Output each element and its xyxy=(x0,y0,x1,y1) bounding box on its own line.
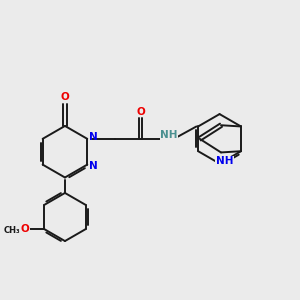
Text: NH: NH xyxy=(216,156,233,166)
Text: NH: NH xyxy=(160,130,178,140)
Text: N: N xyxy=(89,132,98,142)
Text: O: O xyxy=(21,224,30,234)
Text: N: N xyxy=(89,161,98,171)
Text: CH₃: CH₃ xyxy=(3,226,20,235)
Text: O: O xyxy=(136,107,145,117)
Text: O: O xyxy=(61,92,69,102)
